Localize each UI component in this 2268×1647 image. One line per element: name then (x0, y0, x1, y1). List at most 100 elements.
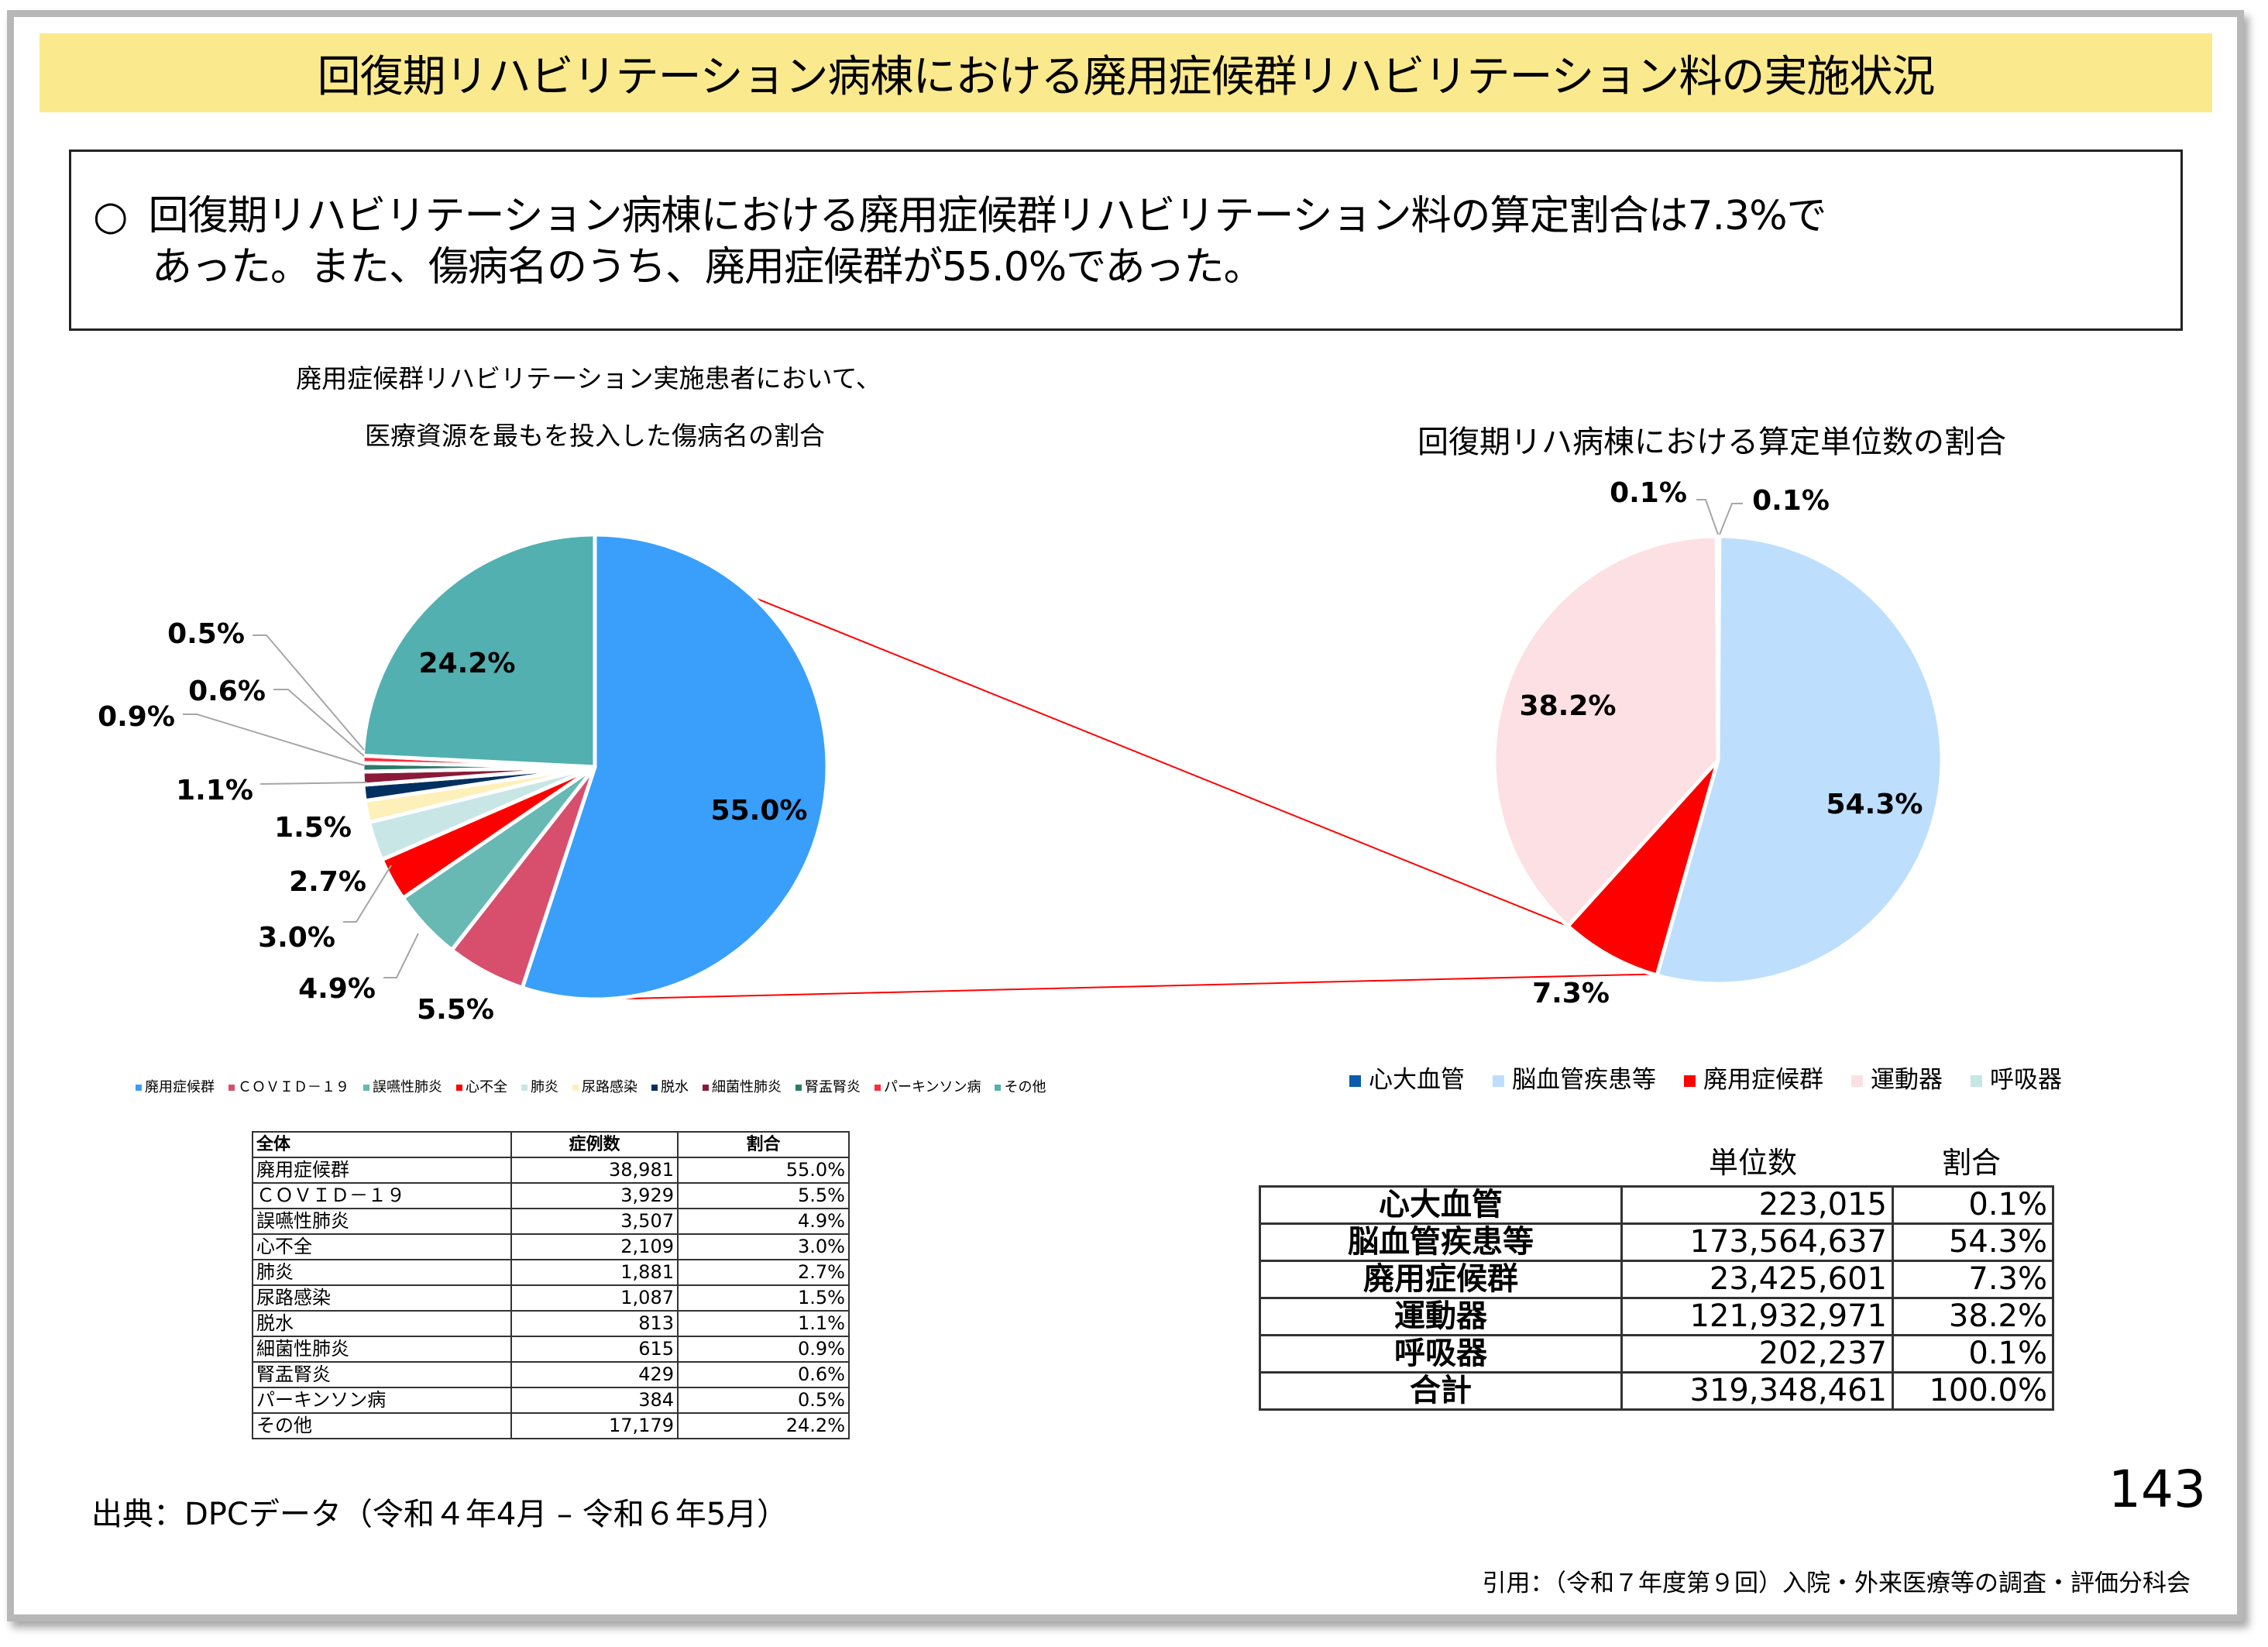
table-header-row: 全体 症例数 割合 (252, 1131, 850, 1158)
legend-label: 廃用症候群 (1703, 1066, 1823, 1094)
legend-label: パーキンソン病 (884, 1079, 981, 1095)
legend-item: 誤嚥性肺炎 (363, 1076, 442, 1096)
row-ratio: 1.1% (677, 1310, 850, 1337)
legend-swatch-icon (363, 1085, 369, 1091)
legend-swatch-icon (1493, 1075, 1504, 1087)
row-count: 223,015 (1620, 1185, 1894, 1225)
row-label: 脱水 (252, 1310, 512, 1337)
leader-line (259, 782, 368, 785)
table-row: 心不全 2,109 3.0% (252, 1233, 850, 1260)
left-chart-legend: 廃用症候群 ＣＯＶＩＤ－１９ 誤嚥性肺炎 心不全 肺炎 尿路感染 脱水 細菌性肺炎 腎盂腎炎 パー… (136, 1075, 1046, 1097)
legend-item: パーキンソン病 (875, 1076, 981, 1096)
right-chart-title: 回復期リハ病棟における算定単位数の割合 (1418, 425, 2006, 460)
row-label: 心大血管 (1259, 1185, 1623, 1225)
summary-box: ○ 回復期リハビリテーション病棟における廃用症候群リハビリテーション料の算定割合… (69, 150, 2183, 331)
row-ratio: 0.1% (1892, 1185, 2054, 1225)
row-label: パーキンソン病 (252, 1387, 512, 1414)
table-row: ＣＯＶＩＤ－１９ 3,929 5.5% (252, 1182, 850, 1209)
right-table-header-units: 単位数 (1708, 1146, 1798, 1180)
row-ratio: 7.3% (1892, 1260, 2054, 1299)
row-label: その他 (252, 1412, 512, 1439)
table-row: パーキンソン病 384 0.5% (252, 1387, 850, 1414)
pie-data-label: 54.3% (1826, 789, 1923, 820)
row-count: 615 (510, 1336, 679, 1363)
row-label: 呼吸器 (1259, 1334, 1623, 1374)
summary-line-1: ○ 回復期リハビリテーション病棟における廃用症候群リハビリテーション料の算定割合… (93, 183, 1827, 241)
legend-label: その他 (1004, 1079, 1046, 1095)
legend-swatch-icon (875, 1085, 881, 1091)
legend-item: 細菌性肺炎 (703, 1076, 782, 1096)
row-count: 23,425,601 (1620, 1260, 1894, 1299)
legend-swatch-icon (995, 1085, 1002, 1091)
row-count: 1,881 (510, 1259, 679, 1286)
legend-swatch-icon (651, 1085, 658, 1091)
legend-label: 運動器 (1871, 1066, 1943, 1094)
row-label: 合計 (1259, 1371, 1623, 1411)
row-ratio: 4.9% (677, 1208, 850, 1235)
right-chart-legend: 心大血管 脳血管疾患等 廃用症候群 運動器 呼吸器 (1349, 1060, 2062, 1095)
legend-label: 脱水 (661, 1079, 689, 1095)
table-row: 呼吸器 202,237 0.1% (1259, 1334, 2054, 1374)
pie-slice (520, 532, 830, 1002)
legend-item: 腎盂腎炎 (796, 1076, 861, 1096)
legend-label: 肺炎 (531, 1079, 558, 1095)
legend-item: 運動器 (1851, 1060, 1943, 1095)
row-count: 202,237 (1620, 1334, 1894, 1374)
row-count: 3,507 (510, 1208, 679, 1235)
legend-swatch-icon (136, 1085, 142, 1091)
row-label: 脳血管疾患等 (1259, 1222, 1623, 1262)
legend-item: ＣＯＶＩＤ－１９ (229, 1076, 349, 1096)
row-label: ＣＯＶＩＤ－１９ (252, 1182, 512, 1209)
row-ratio: 0.6% (677, 1361, 850, 1388)
header-cell: 割合 (677, 1131, 850, 1158)
legend-label: 心大血管 (1369, 1066, 1465, 1094)
legend-item: 心大血管 (1349, 1060, 1465, 1095)
row-ratio: 0.9% (677, 1336, 850, 1363)
legend-item: 廃用症候群 (1684, 1060, 1823, 1095)
legend-swatch-icon (1349, 1075, 1361, 1087)
leader-lines (183, 499, 1743, 978)
pie-slice (1655, 534, 1944, 986)
row-label: 廃用症候群 (252, 1157, 512, 1184)
pie-data-label: 0.9% (98, 701, 175, 733)
pie-data-label: 1.5% (274, 812, 352, 844)
legend-item: 呼吸器 (1971, 1060, 2062, 1095)
leader-line (273, 689, 365, 757)
legend-label: 廃用症候群 (145, 1079, 215, 1095)
row-ratio: 3.0% (677, 1233, 850, 1260)
legend-swatch-icon (229, 1085, 235, 1091)
bullet-circle-icon: ○ (93, 193, 128, 239)
leader-line (343, 865, 392, 923)
row-label: 腎盂腎炎 (252, 1361, 512, 1388)
table-row: 合計 319,348,461 100.0% (1259, 1371, 2054, 1411)
legend-item: 肺炎 (521, 1076, 558, 1096)
right-data-table: 心大血管 223,015 0.1% 脳血管疾患等 173,564,637 54.3% 廃用症… (1259, 1185, 2054, 1411)
row-count: 384 (510, 1387, 679, 1414)
leader-line (183, 713, 365, 766)
row-ratio: 1.5% (677, 1284, 850, 1312)
table-row: 誤嚥性肺炎 3,507 4.9% (252, 1208, 850, 1235)
summary-line-2: あった。また、傷病名のうち、廃用症候群が55.0%であった。 (152, 244, 1264, 291)
row-ratio: 55.0% (677, 1157, 850, 1184)
left-data-table: 全体 症例数 割合 廃用症候群 38,981 55.0% ＣＯＶＩＤ－１９ 3,929 5… (252, 1131, 850, 1439)
legend-item: 尿路感染 (572, 1076, 637, 1096)
legend-label: 細菌性肺炎 (712, 1079, 782, 1095)
row-label: 誤嚥性肺炎 (252, 1208, 512, 1235)
row-ratio: 0.1% (1892, 1334, 2054, 1374)
pie-slice (360, 532, 597, 769)
right-table-header-ratio: 割合 (1941, 1146, 2002, 1180)
legend-swatch-icon (1851, 1075, 1863, 1087)
table-row: その他 17,179 24.2% (252, 1412, 850, 1439)
legend-label: 心不全 (466, 1079, 507, 1095)
legend-label: 脳血管疾患等 (1512, 1066, 1656, 1094)
title-banner: 回復期リハビリテーション病棟における廃用症候群リハビリテーション料の実施状況 (40, 33, 2212, 112)
pie-slice (1565, 758, 1720, 978)
row-ratio: 2.7% (677, 1259, 850, 1286)
row-label: 肺炎 (252, 1259, 512, 1286)
legend-label: 誤嚥性肺炎 (373, 1079, 442, 1095)
pie-left-labels: 55.0% 5.5% 4.9% 3.0% 2.7% 1.5% 1.1% 0.9% 0.6% 0.5… (98, 618, 807, 1026)
pie-data-label: 3.0% (258, 922, 335, 954)
row-ratio: 100.0% (1892, 1371, 2054, 1411)
row-ratio: 0.5% (677, 1387, 850, 1414)
